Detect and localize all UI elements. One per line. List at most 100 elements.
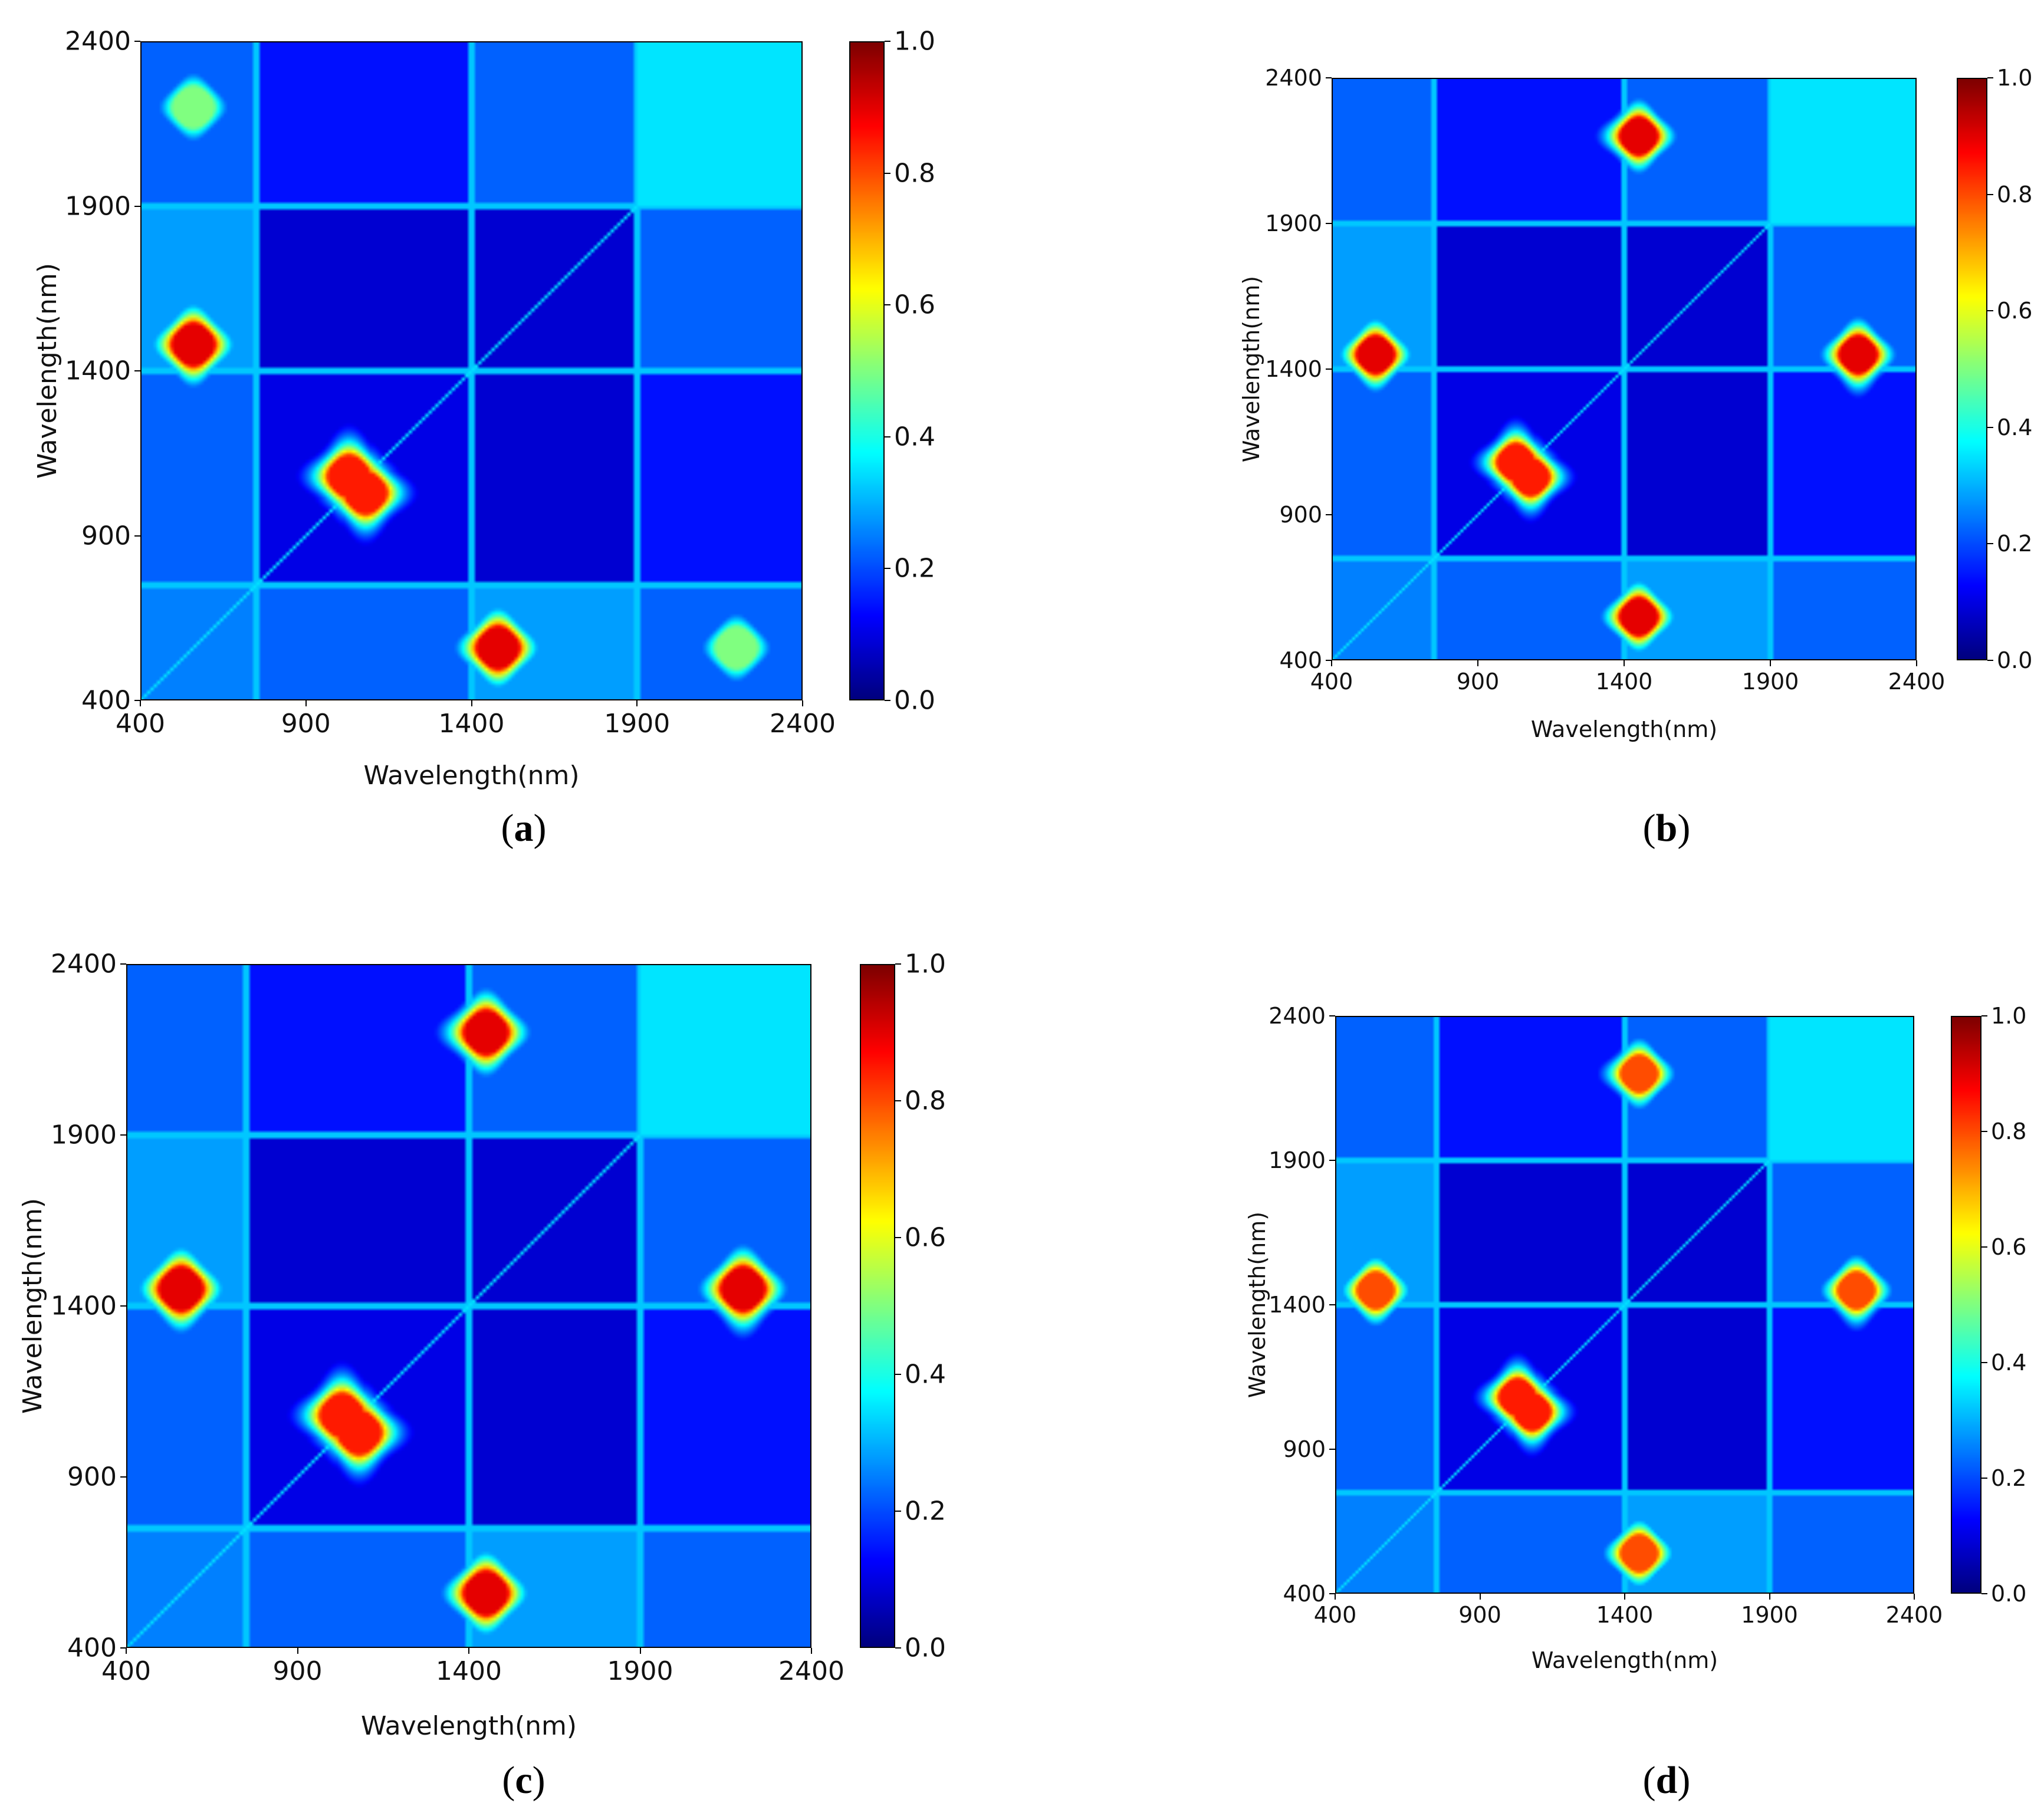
y-tick-label: 2400	[1265, 65, 1322, 91]
y-tickmark	[1326, 77, 1332, 78]
x-tick-label: 400	[1313, 1602, 1357, 1628]
colorbar-tick-label: 0.8	[905, 1085, 946, 1116]
panel-label-close: )	[532, 1759, 545, 1802]
x-tickmark	[811, 1648, 812, 1654]
colorbar-tick-label: 0.6	[1991, 1234, 2027, 1260]
colorbar-tickmark	[895, 1511, 901, 1512]
x-tickmark	[468, 1648, 469, 1654]
colorbar-a	[849, 41, 885, 700]
panel-label-b: (b)	[1643, 806, 1691, 851]
y-tickmark	[1329, 1449, 1335, 1450]
x-tick-label: 900	[272, 1656, 323, 1686]
y-tick-label: 900	[81, 521, 131, 551]
y-tickmark	[1326, 660, 1332, 661]
x-tickmark	[1331, 660, 1332, 666]
heatmap-d	[1335, 1016, 1914, 1594]
y-tickmark	[134, 535, 140, 537]
x-tick-label: 1400	[436, 1656, 502, 1686]
colorbar-tick-label: 0.8	[1997, 181, 2033, 208]
panel-label-letter: c	[515, 1759, 533, 1802]
colorbar-tick-label: 0.0	[1991, 1581, 2027, 1607]
y-tick-label: 2400	[65, 26, 131, 57]
x-tickmark	[1624, 660, 1625, 666]
x-tickmark	[1624, 1594, 1625, 1600]
colorbar-tickmark	[885, 41, 890, 42]
y-tick-label: 400	[1283, 1581, 1326, 1607]
x-tick-label: 1900	[1741, 669, 1799, 695]
x-tickmark	[639, 1648, 641, 1654]
colorbar-tick-label: 0.8	[894, 158, 935, 189]
panel-label-letter: a	[514, 807, 534, 850]
panel-label-close: )	[1677, 807, 1691, 850]
colorbar-tick-label: 0.0	[894, 685, 935, 716]
colorbar-tick-label: 1.0	[1997, 65, 2033, 91]
x-tick-label: 400	[1310, 669, 1353, 695]
heatmap-b	[1332, 78, 1917, 660]
x-axis-label: Wavelength(nm)	[1530, 716, 1718, 742]
y-tickmark	[134, 205, 140, 207]
colorbar-tickmark	[895, 1647, 901, 1649]
panel-label-open: (	[1642, 1759, 1656, 1802]
y-tickmark	[134, 41, 140, 42]
x-tickmark	[1477, 660, 1478, 666]
colorbar-tick-label: 1.0	[894, 26, 935, 57]
x-tickmark	[140, 700, 141, 706]
y-axis-label: Wavelength(nm)	[18, 1197, 48, 1414]
y-tickmark	[1326, 223, 1332, 224]
colorbar-tickmark	[895, 963, 901, 965]
y-tickmark	[120, 963, 126, 965]
x-axis-label: Wavelength(nm)	[360, 1711, 577, 1741]
colorbar-tickmark	[885, 172, 890, 174]
heatmap-c	[126, 964, 811, 1648]
x-tickmark	[1335, 1594, 1336, 1600]
y-tickmark	[1329, 1304, 1335, 1305]
colorbar-tickmark	[895, 1237, 901, 1238]
y-tick-label: 900	[67, 1462, 117, 1492]
x-tick-label: 1400	[1596, 1602, 1654, 1628]
y-tickmark	[120, 1476, 126, 1478]
y-tickmark	[120, 1305, 126, 1307]
y-tick-label: 400	[81, 685, 131, 716]
colorbar-tickmark	[885, 700, 890, 701]
x-tick-label: 900	[281, 709, 331, 739]
colorbar-tick-label: 0.4	[1997, 414, 2033, 440]
colorbar-tick-label: 0.4	[894, 422, 935, 452]
colorbar-tickmark	[1987, 310, 1993, 312]
y-axis-label: Wavelength(nm)	[32, 262, 63, 479]
x-tick-label: 1900	[607, 1656, 673, 1686]
y-tick-label: 1900	[51, 1120, 117, 1150]
y-tick-label: 1900	[1269, 1147, 1326, 1173]
y-tickmark	[1326, 369, 1332, 370]
colorbar-tickmark	[1987, 660, 1993, 661]
y-tick-label: 2400	[1269, 1003, 1326, 1029]
colorbar-tick-label: 0.6	[894, 289, 935, 320]
y-tickmark	[120, 1134, 126, 1136]
y-tick-label: 400	[1279, 647, 1322, 673]
y-tickmark	[1329, 1015, 1335, 1016]
x-tickmark	[1479, 1594, 1481, 1600]
colorbar-tick-label: 0.4	[1991, 1350, 2027, 1376]
x-tick-label: 1900	[604, 709, 671, 739]
x-tick-label: 1400	[438, 709, 505, 739]
colorbar-tickmark	[885, 436, 890, 437]
y-tick-label: 1900	[1265, 210, 1322, 236]
colorbar-tickmark	[1987, 426, 1993, 428]
x-tick-label: 2400	[770, 709, 836, 739]
colorbar-tick-label: 0.0	[905, 1633, 946, 1663]
colorbar-tickmark	[1981, 1362, 1987, 1363]
panel-label-letter: d	[1655, 1759, 1678, 1802]
panel-label-close: )	[1677, 1759, 1691, 1802]
x-tick-label: 900	[1458, 1602, 1501, 1628]
x-tick-label: 400	[101, 1656, 151, 1686]
colorbar-tick-label: 0.8	[1991, 1118, 2027, 1144]
colorbar-tick-label: 1.0	[1991, 1003, 2027, 1029]
y-tick-label: 1400	[1269, 1292, 1326, 1318]
y-tick-label: 900	[1283, 1436, 1326, 1462]
y-tick-label: 400	[67, 1633, 117, 1663]
y-tickmark	[134, 370, 140, 371]
panel-label-d: (d)	[1643, 1758, 1691, 1803]
x-tickmark	[1914, 1594, 1915, 1600]
y-tick-label: 1400	[1265, 356, 1322, 382]
colorbar-tick-label: 1.0	[905, 949, 946, 979]
colorbar-c	[860, 964, 895, 1648]
